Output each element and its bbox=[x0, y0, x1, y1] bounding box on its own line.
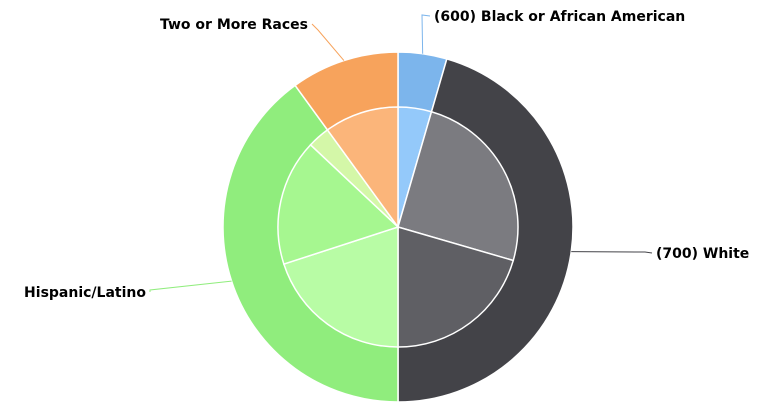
connector-hispanic-latino bbox=[149, 280, 232, 292]
inner-slice-700-white-2[interactable] bbox=[397, 226, 515, 348]
inner-slice-700-white-1[interactable] bbox=[397, 110, 519, 262]
inner-slice-two-or-more-races-6[interactable] bbox=[326, 106, 399, 230]
connector-700-white bbox=[571, 251, 653, 254]
label-600-black-or-african-american: (600) Black or African American bbox=[434, 9, 685, 25]
inner-ring bbox=[277, 106, 519, 348]
inner-slice-hispanic-latino-4[interactable] bbox=[277, 143, 400, 266]
inner-slice-hispanic-latino-3[interactable] bbox=[282, 225, 399, 348]
label-hispanic-latino: Hispanic/Latino bbox=[24, 285, 146, 301]
connector-two-or-more-races bbox=[311, 23, 345, 61]
connector-600-black-or-african-american bbox=[421, 14, 431, 54]
label-700-white: (700) White bbox=[656, 246, 749, 262]
data-labels: (600) Black or African American (700) Whi… bbox=[24, 9, 749, 301]
label-two-or-more-races: Two or More Races bbox=[160, 17, 308, 33]
